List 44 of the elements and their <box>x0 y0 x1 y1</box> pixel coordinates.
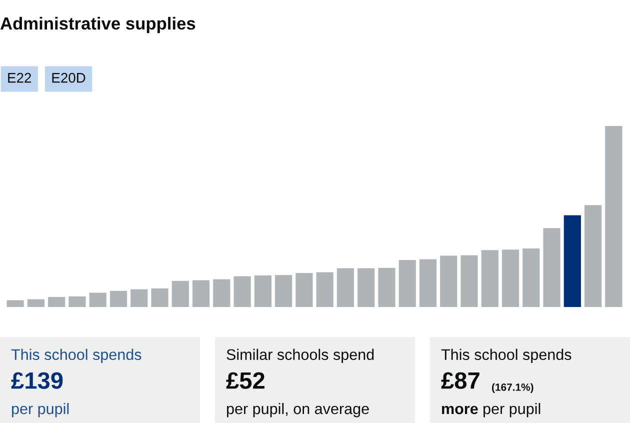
text: per pupil <box>12 402 69 418</box>
bar <box>502 250 520 307</box>
bar <box>192 280 210 307</box>
bar <box>110 290 128 307</box>
text: £52 <box>226 372 264 389</box>
bar <box>27 299 45 307</box>
text: E22 <box>8 72 32 83</box>
bar <box>316 272 334 307</box>
bar <box>151 288 168 307</box>
bar <box>274 274 292 307</box>
bar <box>564 215 581 307</box>
chart-title: Administrative supplies <box>0 16 196 34</box>
text: more <box>442 406 478 414</box>
text: per pupil <box>484 402 540 418</box>
bar <box>130 289 148 307</box>
text: This school spends <box>441 348 572 364</box>
text: E20D <box>52 72 86 83</box>
bar <box>48 297 66 307</box>
bar <box>213 279 230 307</box>
text: This school spends <box>11 348 142 364</box>
bar <box>605 126 622 307</box>
bar <box>543 228 560 307</box>
bar <box>296 272 313 307</box>
bar <box>522 248 540 307</box>
text: (167.1%) <box>492 383 534 393</box>
bar <box>440 256 458 307</box>
bar <box>336 268 354 307</box>
text: £87 <box>441 372 480 389</box>
bar <box>419 259 437 307</box>
bar <box>378 268 396 307</box>
bar <box>68 296 86 307</box>
bar <box>460 255 478 307</box>
bar <box>358 268 375 307</box>
text: £139 <box>11 372 63 389</box>
bar <box>254 275 272 307</box>
bar <box>89 292 106 307</box>
bar <box>398 260 416 307</box>
bar <box>6 300 24 307</box>
bar <box>172 280 189 307</box>
bar <box>234 276 251 307</box>
text: per pupil, on average <box>226 402 369 418</box>
bar <box>584 205 602 307</box>
bar <box>481 250 498 307</box>
text: Similar schools spend <box>226 348 374 364</box>
